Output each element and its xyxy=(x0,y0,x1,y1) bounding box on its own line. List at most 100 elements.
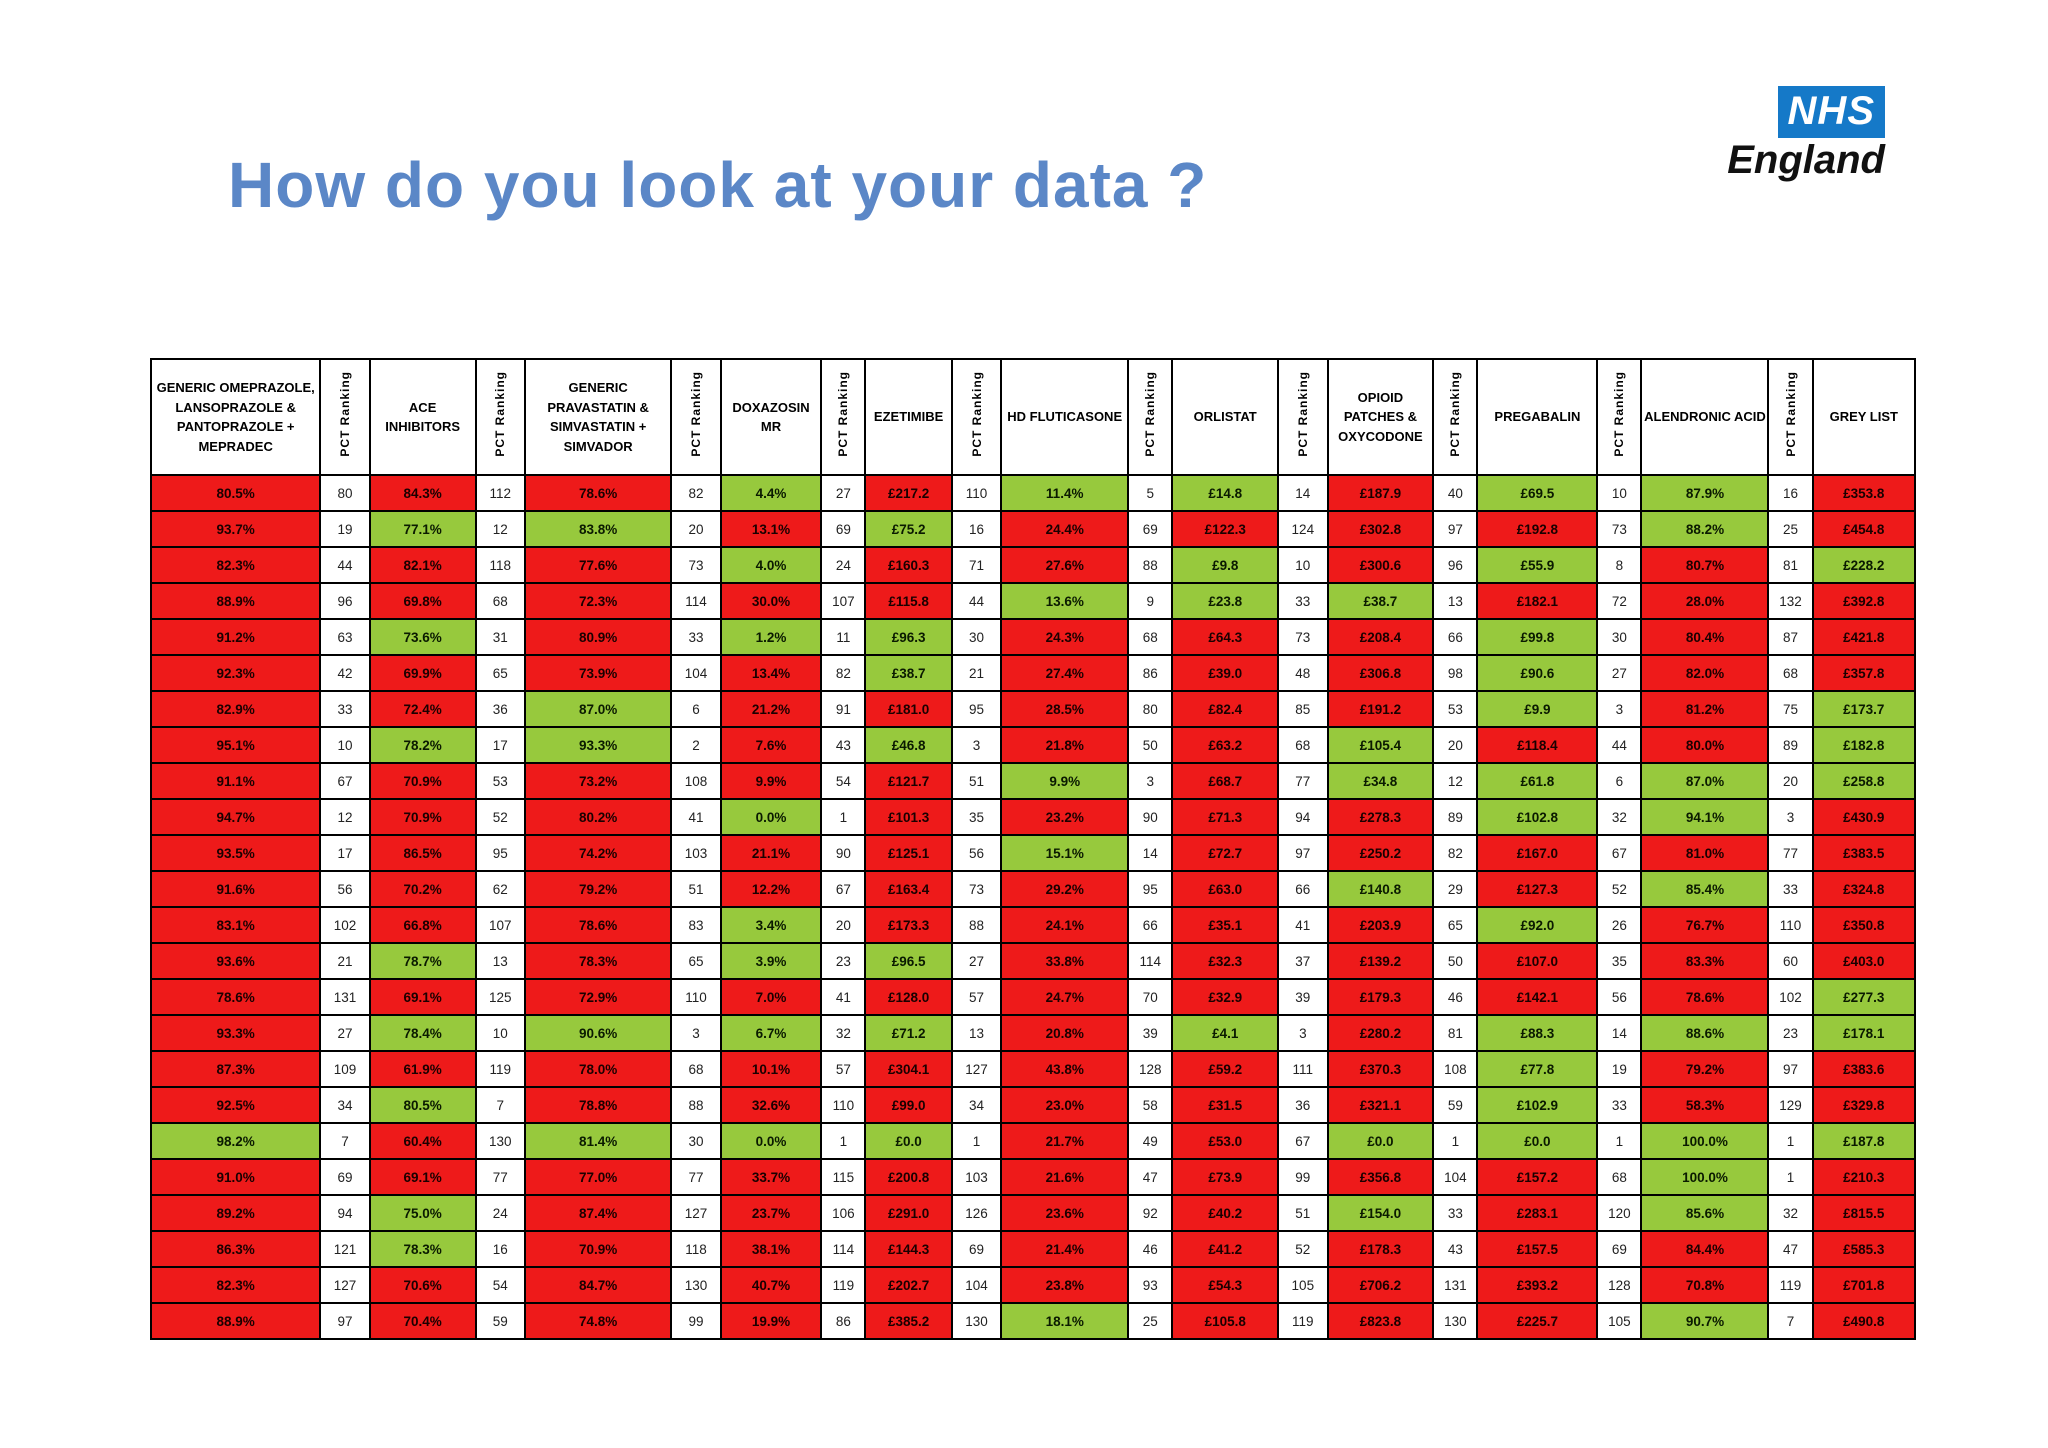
table-cell-value: 89.2% xyxy=(149,1194,322,1232)
table-cell-rank: 111 xyxy=(1277,1050,1329,1088)
table-cell-rank: 59 xyxy=(474,1302,526,1340)
pct-ranking-vertical-label: PCT Ranking xyxy=(338,371,353,458)
table-cell-value: 78.6% xyxy=(1640,978,1770,1016)
table-cell-rank: 80 xyxy=(319,474,371,512)
nhs-england-logo: NHS England xyxy=(1700,86,1885,180)
table-cell-value: £157.5 xyxy=(1476,1230,1599,1268)
pct-ranking-vertical-label: PCT Ranking xyxy=(1143,371,1158,458)
table-cell-rank: 60 xyxy=(1767,942,1814,980)
table-cell-rank: 114 xyxy=(820,1230,867,1268)
table-cell-rank: 68 xyxy=(1127,618,1174,656)
table-cell-rank: 67 xyxy=(1596,834,1643,872)
table-cell-value: £31.5 xyxy=(1171,1086,1280,1124)
table-cell-value: £92.0 xyxy=(1476,906,1599,944)
table-cell-rank: 21 xyxy=(950,654,1003,692)
column-header-grey-list: GREY LIST xyxy=(1811,358,1917,476)
table-cell-value: 70.8% xyxy=(1640,1266,1770,1304)
table-cell-value: £160.3 xyxy=(864,546,953,584)
table-cell-rank: 21 xyxy=(319,942,371,980)
table-cell-value: 13.4% xyxy=(719,654,823,692)
table-cell-value: 70.9% xyxy=(368,798,477,836)
table-cell-value: 24.7% xyxy=(1000,978,1130,1016)
table-cell-value: 9.9% xyxy=(719,762,823,800)
table-cell-rank: 114 xyxy=(670,582,722,620)
table-cell-value: £53.0 xyxy=(1171,1122,1280,1160)
table-cell-value: 77.6% xyxy=(523,546,673,584)
table-cell-value: 70.9% xyxy=(523,1230,673,1268)
table-cell-rank: 70 xyxy=(1127,978,1174,1016)
table-cell-value: £115.8 xyxy=(864,582,953,620)
table-cell-rank: 102 xyxy=(319,906,371,944)
table-cell-rank: 97 xyxy=(1767,1050,1814,1088)
table-cell-rank: 16 xyxy=(474,1230,526,1268)
table-cell-rank: 5 xyxy=(1127,474,1174,512)
table-cell-rank: 43 xyxy=(820,726,867,764)
table-cell-value: £585.3 xyxy=(1811,1230,1917,1268)
table-cell-rank: 54 xyxy=(820,762,867,800)
table-cell-rank: 110 xyxy=(820,1086,867,1124)
table-cell-value: 93.7% xyxy=(149,510,322,548)
table-cell-rank: 109 xyxy=(319,1050,371,1088)
table-cell-value: £701.8 xyxy=(1811,1266,1917,1304)
table-cell-rank: 48 xyxy=(1277,654,1329,692)
table-cell-value: 100.0% xyxy=(1640,1158,1770,1196)
table-cell-value: 88.2% xyxy=(1640,510,1770,548)
table-cell-rank: 126 xyxy=(950,1194,1003,1232)
table-cell-rank: 20 xyxy=(1767,762,1814,800)
table-cell-value: 4.4% xyxy=(719,474,823,512)
table-cell-rank: 96 xyxy=(1432,546,1479,584)
table-cell-rank: 1 xyxy=(1432,1122,1479,1160)
table-cell-rank: 73 xyxy=(670,546,722,584)
table-cell-rank: 104 xyxy=(1432,1158,1479,1196)
table-cell-rank: 130 xyxy=(474,1122,526,1160)
table-cell-value: 21.4% xyxy=(1000,1230,1130,1268)
table-cell-rank: 58 xyxy=(1127,1086,1174,1124)
table-cell-rank: 1 xyxy=(820,798,867,836)
table-cell-rank: 32 xyxy=(1596,798,1643,836)
table-cell-rank: 119 xyxy=(474,1050,526,1088)
table-cell-rank: 62 xyxy=(474,870,526,908)
table-cell-rank: 56 xyxy=(1596,978,1643,1016)
table-cell-value: 91.1% xyxy=(149,762,322,800)
table-cell-value: 0.0% xyxy=(719,798,823,836)
table-cell-rank: 39 xyxy=(1127,1014,1174,1052)
table-cell-value: £102.8 xyxy=(1476,798,1599,836)
table-cell-rank: 1 xyxy=(950,1122,1003,1160)
table-cell-value: £385.2 xyxy=(864,1302,953,1340)
table-cell-rank: 27 xyxy=(820,474,867,512)
table-cell-value: £258.8 xyxy=(1811,762,1917,800)
table-cell-rank: 87 xyxy=(1767,618,1814,656)
column-header-ace-inhibitors: ACE INHIBITORS xyxy=(368,358,477,476)
table-cell-rank: 119 xyxy=(820,1266,867,1304)
table-cell-value: £353.8 xyxy=(1811,474,1917,512)
table-cell-value: £55.9 xyxy=(1476,546,1599,584)
table-cell-value: £0.0 xyxy=(1476,1122,1599,1160)
table-cell-value: £321.1 xyxy=(1326,1086,1435,1124)
table-cell-rank: 125 xyxy=(474,978,526,1016)
table-cell-value: 77.1% xyxy=(368,510,477,548)
table-cell-rank: 12 xyxy=(474,510,526,548)
table-cell-rank: 53 xyxy=(474,762,526,800)
table-cell-rank: 13 xyxy=(474,942,526,980)
table-cell-value: £163.4 xyxy=(864,870,953,908)
table-cell-rank: 33 xyxy=(1432,1194,1479,1232)
table-cell-value: 21.1% xyxy=(719,834,823,872)
table-cell-value: 83.8% xyxy=(523,510,673,548)
table-cell-value: £105.8 xyxy=(1171,1302,1280,1340)
table-cell-rank: 49 xyxy=(1127,1122,1174,1160)
table-cell-value: 9.9% xyxy=(1000,762,1130,800)
table-cell-value: 76.7% xyxy=(1640,906,1770,944)
prescribing-data-table: GENERIC OMEPRAZOLE, LANSOPRAZOLE & PANTO… xyxy=(149,358,1917,1340)
table-cell-rank: 67 xyxy=(820,870,867,908)
table-cell-rank: 110 xyxy=(950,474,1003,512)
table-cell-value: £393.2 xyxy=(1476,1266,1599,1304)
table-cell-rank: 20 xyxy=(820,906,867,944)
table-cell-value: £203.9 xyxy=(1326,906,1435,944)
table-cell-rank: 73 xyxy=(1596,510,1643,548)
table-cell-rank: 23 xyxy=(1767,1014,1814,1052)
table-cell-value: £706.2 xyxy=(1326,1266,1435,1304)
table-cell-rank: 57 xyxy=(820,1050,867,1088)
table-cell-value: £64.3 xyxy=(1171,618,1280,656)
table-cell-value: 10.1% xyxy=(719,1050,823,1088)
column-header-orlistat: ORLISTAT xyxy=(1171,358,1280,476)
